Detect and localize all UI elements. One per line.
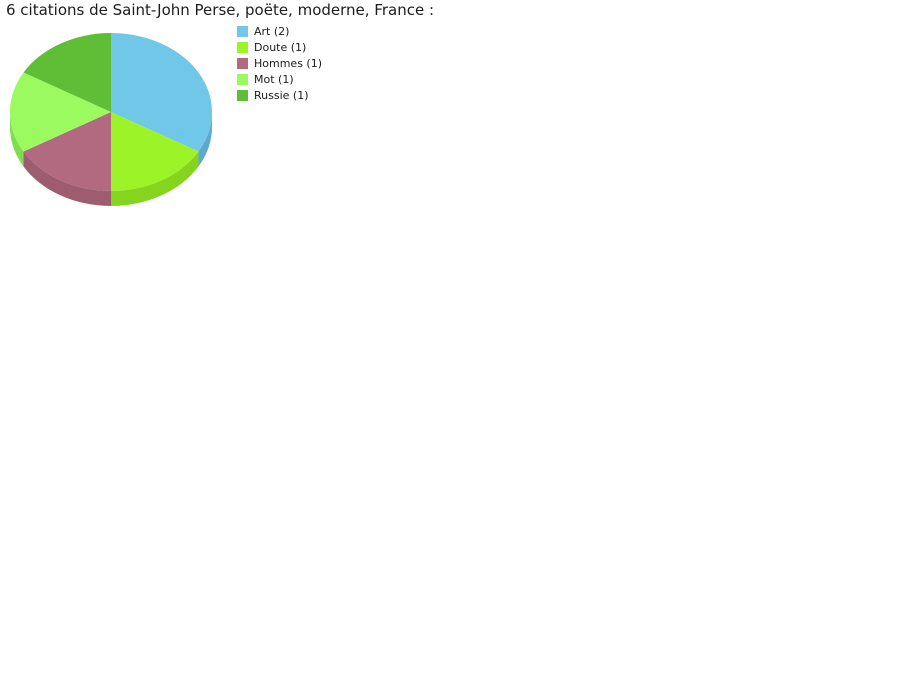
legend-swatch-icon <box>237 73 248 85</box>
pie-chart <box>9 33 213 206</box>
legend-item-doute: Doute (1) <box>237 39 322 55</box>
pie-slice-side-mot <box>9 112 24 167</box>
pie-slice-doute <box>111 112 199 191</box>
legend-item-art: Art (2) <box>237 23 322 39</box>
legend-label: Mot (1) <box>254 72 294 86</box>
legend-swatch-icon <box>237 41 248 53</box>
pie-slice-mot <box>9 72 111 152</box>
pie-slice-hommes <box>23 112 112 191</box>
legend-label: Art (2) <box>254 24 290 38</box>
legend-label: Doute (1) <box>254 40 307 54</box>
legend-swatch-icon <box>237 89 248 101</box>
pie-slice-russie <box>23 33 112 112</box>
legend-swatch-icon <box>237 57 248 69</box>
chart-title: 6 citations de Saint-John Perse, poëte, … <box>6 1 435 19</box>
pie-slice-side-doute <box>111 151 199 206</box>
legend-item-mot: Mot (1) <box>237 71 322 87</box>
pie-slice-side-art <box>198 112 213 167</box>
legend: Art (2) Doute (1) Hommes (1) Mot (1) Russie … <box>237 23 322 103</box>
pie-slice-art <box>111 33 213 152</box>
pie-slice-side-hommes <box>23 151 112 206</box>
legend-item-russie: Russie (1) <box>237 87 322 103</box>
legend-item-hommes: Hommes (1) <box>237 55 322 71</box>
legend-label: Russie (1) <box>254 88 309 102</box>
legend-label: Hommes (1) <box>254 56 323 70</box>
legend-swatch-icon <box>237 25 248 37</box>
